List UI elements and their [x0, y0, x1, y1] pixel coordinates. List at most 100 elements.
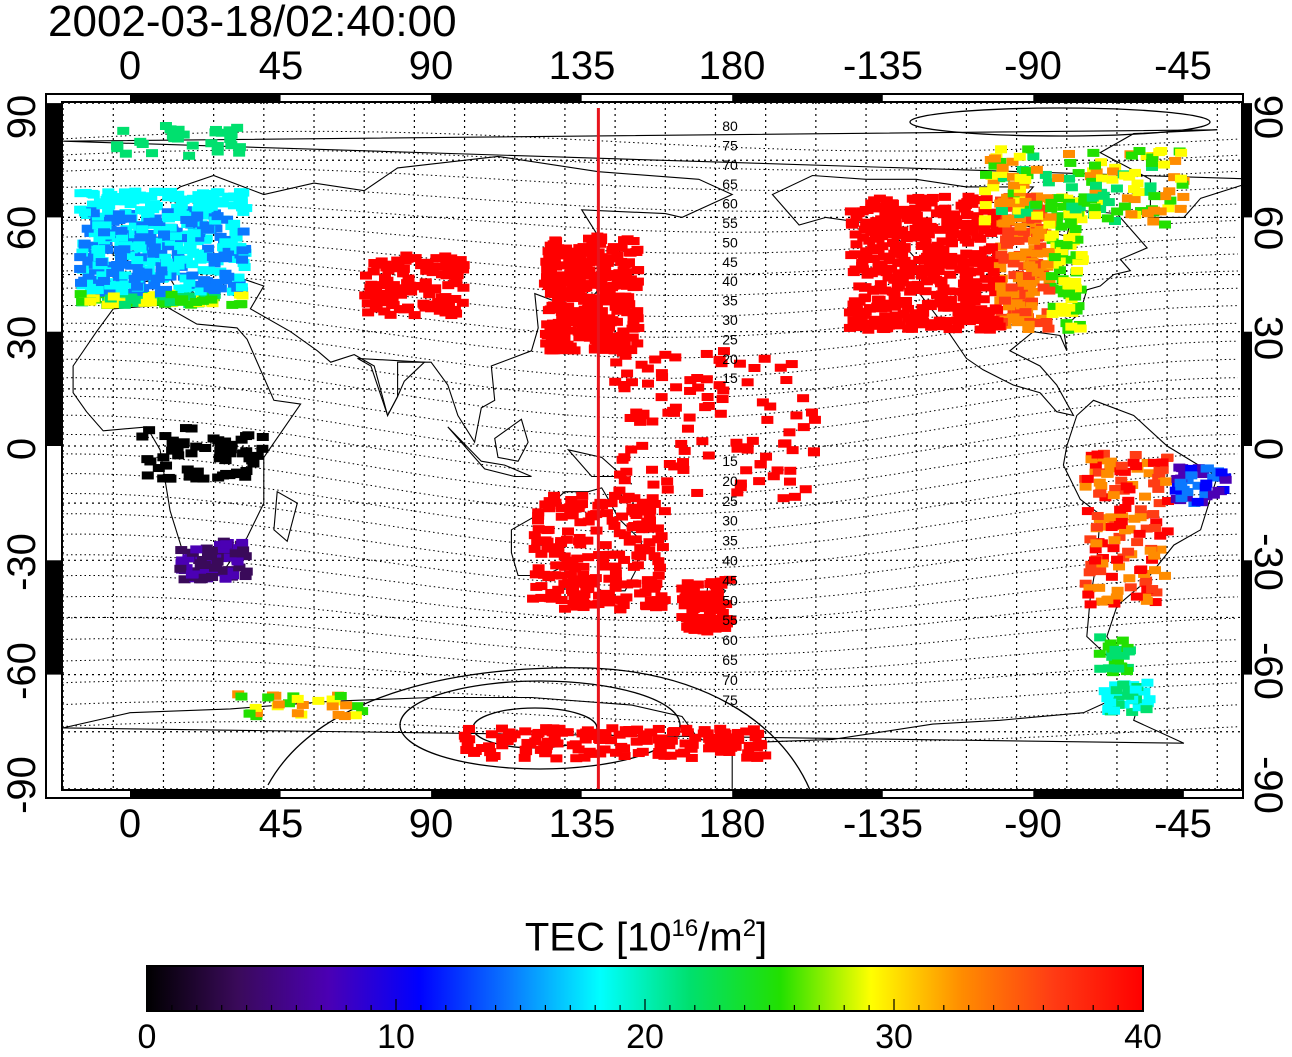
tec-cell [527, 594, 540, 603]
tec-cell [1130, 462, 1143, 471]
tec-cell [145, 192, 158, 201]
tec-cell [1084, 600, 1097, 609]
lat-tick-label-left: -60 [0, 642, 44, 700]
tec-cell [1052, 174, 1065, 183]
tec-cell [224, 445, 237, 454]
tec-cell [537, 570, 550, 579]
south-magnetic-pole-contour [399, 680, 681, 770]
tec-cell [603, 550, 616, 559]
tec-cell [82, 260, 95, 269]
tec-cell [188, 229, 201, 238]
tec-cell [626, 280, 639, 289]
tec-cell [224, 134, 237, 143]
tec-cell [85, 275, 98, 284]
tec-cell [165, 290, 178, 299]
tec-cell [78, 244, 91, 253]
tec-cell [1023, 193, 1036, 202]
tec-cell [702, 451, 715, 460]
tec-cell [957, 293, 970, 302]
tec-cell [1050, 218, 1063, 227]
tec-cell [797, 423, 810, 432]
tec-cell [115, 214, 128, 223]
tec-cell [1069, 284, 1082, 293]
magnetic-contour-line [62, 395, 1239, 458]
tec-cell [1102, 664, 1115, 673]
magnetic-contour-line [62, 253, 1239, 296]
tec-cell [901, 214, 914, 223]
tec-cell [976, 196, 989, 205]
tec-cell [641, 364, 654, 373]
tec-cell [964, 315, 977, 324]
tec-cell [225, 440, 238, 449]
tec-cell [667, 728, 680, 737]
tec-cell [988, 161, 1001, 170]
tec-cell [1086, 193, 1099, 202]
tec-cell [1101, 214, 1114, 223]
contour-label: 40 [722, 553, 738, 569]
colorbar-tick-label: 30 [875, 1018, 913, 1056]
tec-cell [198, 276, 211, 285]
tec-cell [1031, 268, 1044, 277]
tec-cell [1061, 283, 1074, 292]
tec-cell [601, 509, 614, 518]
tec-cell [164, 125, 177, 134]
tec-cell [142, 293, 155, 302]
tec-cell [900, 234, 913, 243]
tec-cell [362, 308, 375, 317]
tec-cell [700, 616, 713, 625]
tec-cell [382, 266, 395, 275]
magnetic-contour-line [62, 358, 1239, 419]
tec-cell [1153, 148, 1166, 157]
tec-cell [585, 600, 598, 609]
tec-cell [196, 296, 209, 305]
tec-cell [200, 234, 213, 243]
tec-cell [442, 281, 455, 290]
tec-cell [588, 345, 601, 354]
contour-label: 55 [722, 612, 738, 628]
tec-cell [633, 520, 646, 529]
tec-cell [530, 582, 543, 591]
tec-cell [177, 196, 190, 205]
tec-cell [1041, 260, 1054, 269]
tec-cell [1117, 651, 1130, 660]
contour-label: 75 [722, 692, 738, 708]
tec-cell [555, 261, 568, 270]
tec-cell [542, 281, 555, 290]
tec-cell [1121, 194, 1134, 203]
tec-cell [162, 473, 175, 482]
tec-cell [243, 709, 256, 718]
map-frame-bars [46, 94, 1252, 798]
tec-cell [1175, 148, 1188, 157]
tec-cell [199, 205, 212, 214]
tec-cell [415, 261, 428, 270]
tec-cell [138, 194, 151, 203]
tec-cell [620, 467, 633, 476]
tec-cell [1107, 491, 1120, 500]
tec-cell [196, 189, 209, 198]
tec-cell [529, 737, 542, 746]
tec-cell [905, 320, 918, 329]
tec-cell [1044, 213, 1057, 222]
tec-cell [1144, 182, 1157, 191]
tec-cell [573, 263, 586, 272]
tec-cell [211, 212, 224, 221]
tec-cell [87, 190, 100, 199]
tec-cell [978, 246, 991, 255]
tec-cell [1094, 664, 1107, 673]
frame-bar-bottom [431, 790, 582, 798]
tec-cell [239, 472, 252, 481]
tec-cell [1147, 510, 1160, 519]
tec-cell [872, 303, 885, 312]
tec-cell [850, 213, 863, 222]
colorbar-tick-label: 20 [626, 1018, 664, 1056]
tec-cell [920, 277, 933, 286]
tec-cell [967, 219, 980, 228]
tec-cell [579, 735, 592, 744]
borneo-coastline [494, 418, 529, 462]
contour-label-group: 80 75 70 65 60 55 50 45 40 35 30 25 20 15 15 20 25 30 35 40… [722, 118, 738, 708]
tec-cell [605, 736, 618, 745]
tec-cell [456, 298, 469, 307]
lat-tick-label-left: 60 [0, 205, 44, 251]
tec-cell [944, 270, 957, 279]
tec-cell [1176, 180, 1189, 189]
